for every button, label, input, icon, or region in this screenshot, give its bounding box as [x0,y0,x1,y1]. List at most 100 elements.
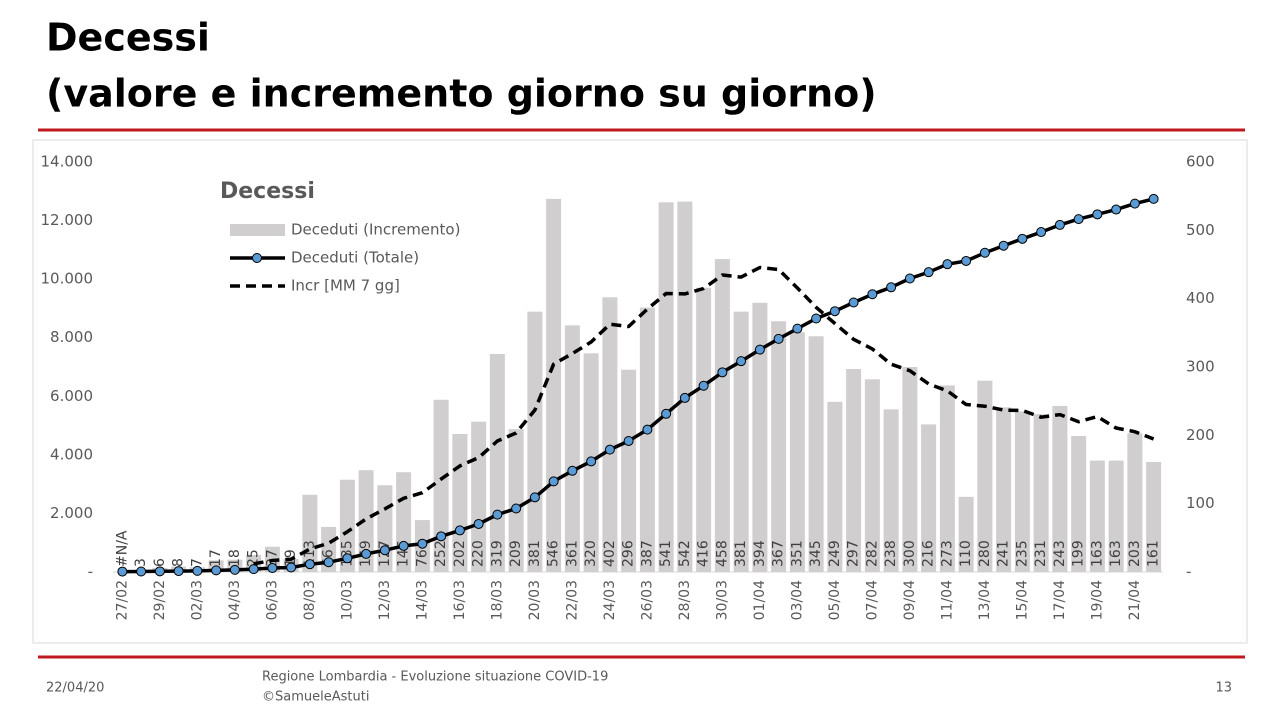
marker [342,553,353,564]
y2-tick-label: 400 [1186,289,1215,307]
bar [1127,433,1143,572]
legend-label: Incr [MM 7 gg] [291,277,400,295]
bar [752,302,768,572]
legend-label: Deceduti (Incremento) [291,221,460,239]
footer-source: Regione Lombardia - Evoluzione situazion… [262,670,608,685]
marker [904,273,915,284]
x-tick-label: 28/03 [677,580,693,620]
bar [808,336,824,572]
marker [286,562,297,573]
data-label: 541 [658,540,674,567]
bar [1033,414,1049,572]
bar [489,354,505,572]
y2-tick-label: 200 [1186,426,1215,444]
y2-tick-label: 100 [1186,494,1215,512]
marker [642,424,653,435]
marker [829,306,840,317]
bar [771,321,787,572]
marker [717,367,728,378]
bar [564,325,580,572]
x-tick-label: 14/03 [414,580,430,620]
data-label: 216 [921,540,937,567]
x-tick-label: 24/03 [602,580,618,620]
x-tick-label: 12/03 [377,580,393,620]
marker [867,289,878,300]
footer-date: 22/04/20 [46,681,104,696]
bar [677,201,693,572]
data-label: 110 [958,540,974,567]
data-label: 76 [414,549,430,567]
data-label: 163 [1108,540,1124,567]
marker [623,435,634,446]
marker [1073,214,1084,225]
x-tick-label: 01/04 [752,580,768,620]
marker [942,259,953,270]
data-label: 381 [527,540,543,567]
marker [979,247,990,258]
marker [492,509,503,520]
y-tick-label: 4.000 [50,445,93,463]
data-label: 458 [714,540,730,567]
x-tick-label: 20/03 [527,580,543,620]
slide-subtitle: (valore e incremento giorno su giorno) [46,72,877,116]
x-tick-label: 04/03 [227,580,243,620]
data-label: 416 [696,540,712,567]
legend: Deceduti (Incremento) Deceduti (Totale) In… [226,217,470,299]
data-label: 387 [639,540,655,567]
y-tick-label: 6.000 [50,387,93,405]
marker [398,540,409,551]
y2-tick-label: - [1186,563,1191,581]
y-tick-label: 14.000 [41,153,94,171]
x-tick-label: 30/03 [714,580,730,620]
bar [1071,436,1087,572]
x-tick-label: 18/03 [489,580,505,620]
y-tick-label: 12.000 [41,211,94,229]
bar [546,198,562,572]
marker [792,323,803,334]
y2-tick-label: 600 [1186,153,1215,171]
bar [827,401,843,572]
data-label: 546 [546,540,562,567]
data-label: 282 [864,540,880,567]
page-number: 13 [1215,681,1232,696]
data-label: 345 [808,540,824,567]
data-label: 361 [564,540,580,567]
data-label: 300 [902,540,918,567]
bar [958,496,974,572]
bar [864,379,880,572]
marker [1036,227,1047,238]
y-tick-label: 10.000 [41,270,94,288]
data-label: 6 [152,558,168,567]
y-tick-label: 2.000 [50,504,93,522]
x-tick-label: 08/03 [302,580,318,620]
bar [789,332,805,572]
marker [454,525,465,536]
data-label: 163 [1089,540,1105,567]
y-tick-label: - [88,563,93,581]
data-label: 209 [508,540,524,567]
marker [511,503,522,514]
marker [136,566,147,577]
marker [1092,209,1103,220]
bar [1108,460,1124,572]
marker [173,566,184,577]
data-label: 7 [189,558,205,567]
marker [604,444,615,455]
data-label: 3 [133,558,149,567]
data-label: 220 [471,540,487,567]
bar [639,307,655,572]
marker [304,559,315,570]
data-label: 113 [302,540,318,567]
data-label: 243 [1052,540,1068,567]
marker [998,240,1009,251]
marker [361,548,372,559]
x-tick-label: 07/04 [864,580,880,620]
data-label: 18 [227,549,243,567]
marker [473,518,484,529]
bar [1052,405,1068,572]
data-label: 202 [452,540,468,567]
data-label: 231 [1033,540,1049,567]
data-label: 273 [939,540,955,567]
chart-title: Decessi [220,179,315,204]
marker [379,545,390,556]
